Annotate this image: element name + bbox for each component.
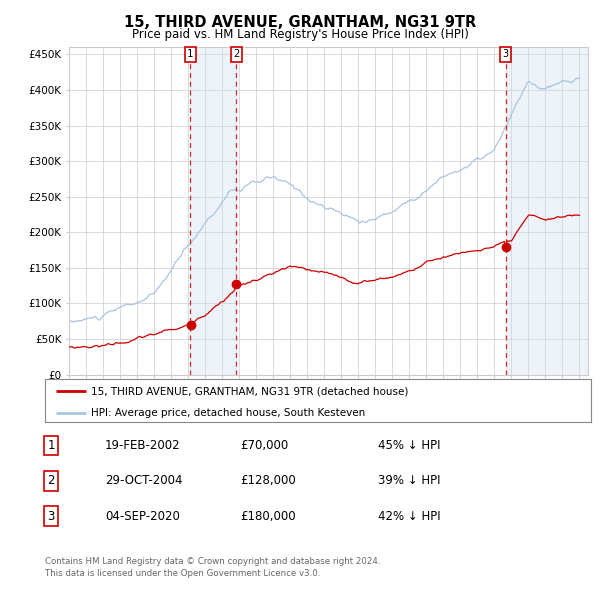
Text: 42% ↓ HPI: 42% ↓ HPI (378, 510, 440, 523)
Text: HPI: Average price, detached house, South Kesteven: HPI: Average price, detached house, Sout… (91, 408, 365, 418)
Text: 04-SEP-2020: 04-SEP-2020 (105, 510, 180, 523)
Text: 15, THIRD AVENUE, GRANTHAM, NG31 9TR (detached house): 15, THIRD AVENUE, GRANTHAM, NG31 9TR (de… (91, 386, 409, 396)
Text: 29-OCT-2004: 29-OCT-2004 (105, 474, 182, 487)
Text: 2: 2 (47, 474, 55, 487)
Text: 1: 1 (47, 439, 55, 452)
Bar (506, 47, 588, 375)
Text: Price paid vs. HM Land Registry's House Price Index (HPI): Price paid vs. HM Land Registry's House … (131, 28, 469, 41)
Text: £180,000: £180,000 (240, 510, 296, 523)
Text: 39% ↓ HPI: 39% ↓ HPI (378, 474, 440, 487)
Text: £70,000: £70,000 (240, 439, 288, 452)
Text: This data is licensed under the Open Government Licence v3.0.: This data is licensed under the Open Gov… (45, 569, 320, 578)
Text: Contains HM Land Registry data © Crown copyright and database right 2024.: Contains HM Land Registry data © Crown c… (45, 557, 380, 566)
Text: 45% ↓ HPI: 45% ↓ HPI (378, 439, 440, 452)
Text: 3: 3 (47, 510, 55, 523)
Text: £128,000: £128,000 (240, 474, 296, 487)
Text: 1: 1 (187, 50, 193, 60)
Text: 2: 2 (233, 50, 239, 60)
Text: 15, THIRD AVENUE, GRANTHAM, NG31 9TR: 15, THIRD AVENUE, GRANTHAM, NG31 9TR (124, 15, 476, 30)
Text: 19-FEB-2002: 19-FEB-2002 (105, 439, 181, 452)
Text: 3: 3 (503, 50, 509, 60)
Bar (190, 47, 236, 375)
